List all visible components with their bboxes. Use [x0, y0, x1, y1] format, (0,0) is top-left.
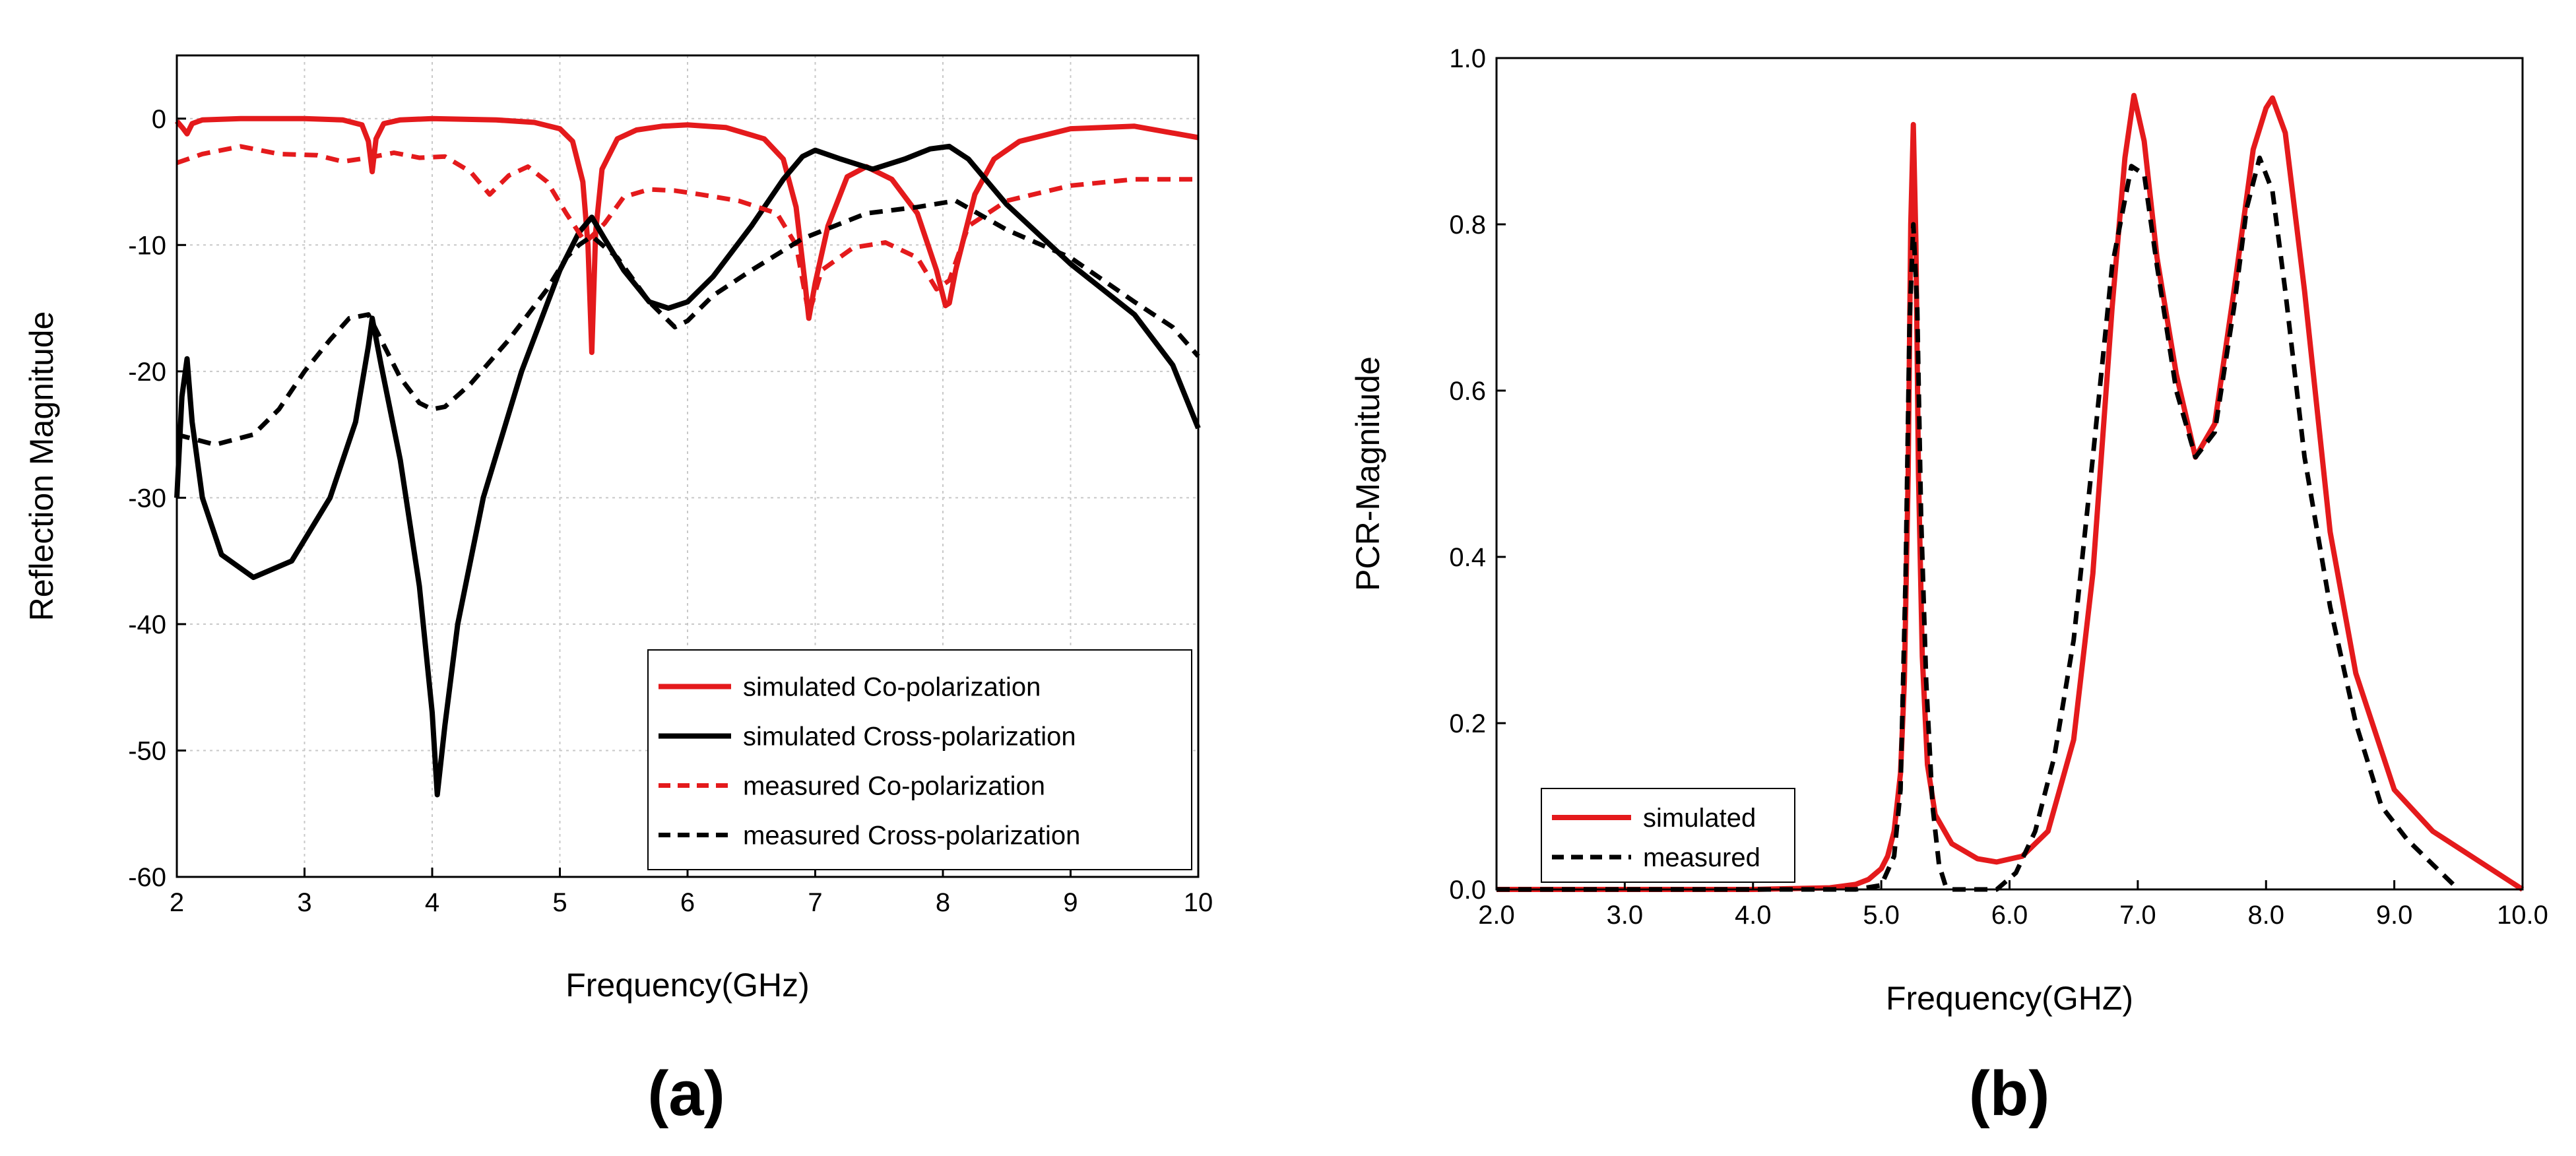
x-tick-label: 5.0 [1863, 901, 1900, 930]
x-tick-label: 2 [170, 888, 184, 917]
y-tick-label: -30 [128, 484, 166, 513]
chart-panel-a: 2 3 4 5 6 7 8 9 10 0 -10 -20 -30 -40 -50 -60 Frequency(… [23, 54, 1213, 1129]
chart-a-series [174, 115, 1201, 798]
y-tick-label: -10 [128, 231, 166, 260]
legend-label-a-1: simulated Cross-polarization [743, 722, 1076, 752]
x-tick-label: 8.0 [2247, 901, 2284, 930]
chart-a-ticks: 2 3 4 5 6 7 8 9 10 0 -10 -20 -30 -40 -50 -60 [128, 105, 1213, 917]
chart-a-legend: simulated Co-polarization simulated Cross… [647, 649, 1192, 870]
y-tick-label: 0.2 [1449, 709, 1486, 738]
legend-label-a-2: measured Co-polarization [743, 772, 1045, 801]
series-line-a-2 [176, 144, 1198, 317]
y-tick-label: 0.0 [1449, 876, 1486, 905]
chart-b-plot-frame [1495, 57, 2524, 891]
chart-b-legend: simulated measured [1541, 788, 1795, 883]
legend-box [1541, 788, 1795, 883]
chart-a-x-axis-title: Frequency(GHz) [565, 967, 810, 1004]
x-tick-label: 4 [425, 888, 439, 917]
chart-b-series [1497, 92, 2525, 892]
y-tick-label: -20 [128, 358, 166, 387]
y-tick-label: 0.8 [1449, 210, 1486, 240]
y-tick-label: -60 [128, 863, 166, 892]
x-tick-label: 6.0 [1991, 901, 2028, 930]
y-tick-label: 0.4 [1449, 543, 1486, 572]
y-tick-label: -50 [128, 736, 166, 765]
legend-label-b-1: measured [1643, 843, 1760, 872]
x-tick-label: 5 [552, 888, 567, 917]
chart-b-x-axis-title: Frequency(GHZ) [1886, 980, 2133, 1017]
x-tick-label: 4.0 [1735, 901, 1772, 930]
y-tick-label: 0.6 [1449, 377, 1486, 406]
series-line-b-1 [1497, 155, 2461, 892]
x-tick-label: 7 [808, 888, 822, 917]
panel-label-a: (a) [647, 1058, 724, 1129]
legend-label-a-0: simulated Co-polarization [743, 673, 1041, 702]
x-tick-label: 2.0 [1478, 901, 1515, 930]
x-tick-label: 3.0 [1607, 901, 1644, 930]
chart-a-y-axis-title: Reflection Magnitude [23, 311, 60, 622]
x-tick-label: 9 [1063, 888, 1078, 917]
legend-box [647, 649, 1192, 870]
x-tick-label: 6 [680, 888, 695, 917]
x-tick-label: 3 [297, 888, 311, 917]
chart-panel-b: 2.0 3.0 4.0 5.0 6.0 7.0 8.0 9.0 10.0 0.0 0.2 0.4 0.6… [1349, 44, 2548, 1129]
y-tick-label: -40 [128, 610, 166, 639]
series-line-a-0 [174, 115, 1199, 356]
x-tick-label: 8 [936, 888, 950, 917]
series-line-b-0 [1497, 92, 2525, 892]
y-tick-label: 0 [152, 105, 166, 134]
legend-label-a-3: measured Cross-polarization [743, 821, 1080, 851]
panel-label-b: (b) [1969, 1058, 2050, 1129]
x-tick-label: 9.0 [2376, 901, 2413, 930]
legend-label-b-0: simulated [1643, 804, 1756, 833]
y-tick-label: 1.0 [1449, 44, 1486, 73]
x-tick-label: 10.0 [2497, 901, 2548, 930]
x-tick-label: 7.0 [2119, 901, 2156, 930]
chart-b-y-axis-title: PCR-Magnitude [1349, 356, 1386, 591]
x-tick-label: 10 [1184, 888, 1213, 917]
series-line-a-3 [176, 198, 1200, 447]
chart-b-ticks: 2.0 3.0 4.0 5.0 6.0 7.0 8.0 9.0 10.0 0.0 0.2 0.4 0.6… [1449, 44, 2548, 930]
